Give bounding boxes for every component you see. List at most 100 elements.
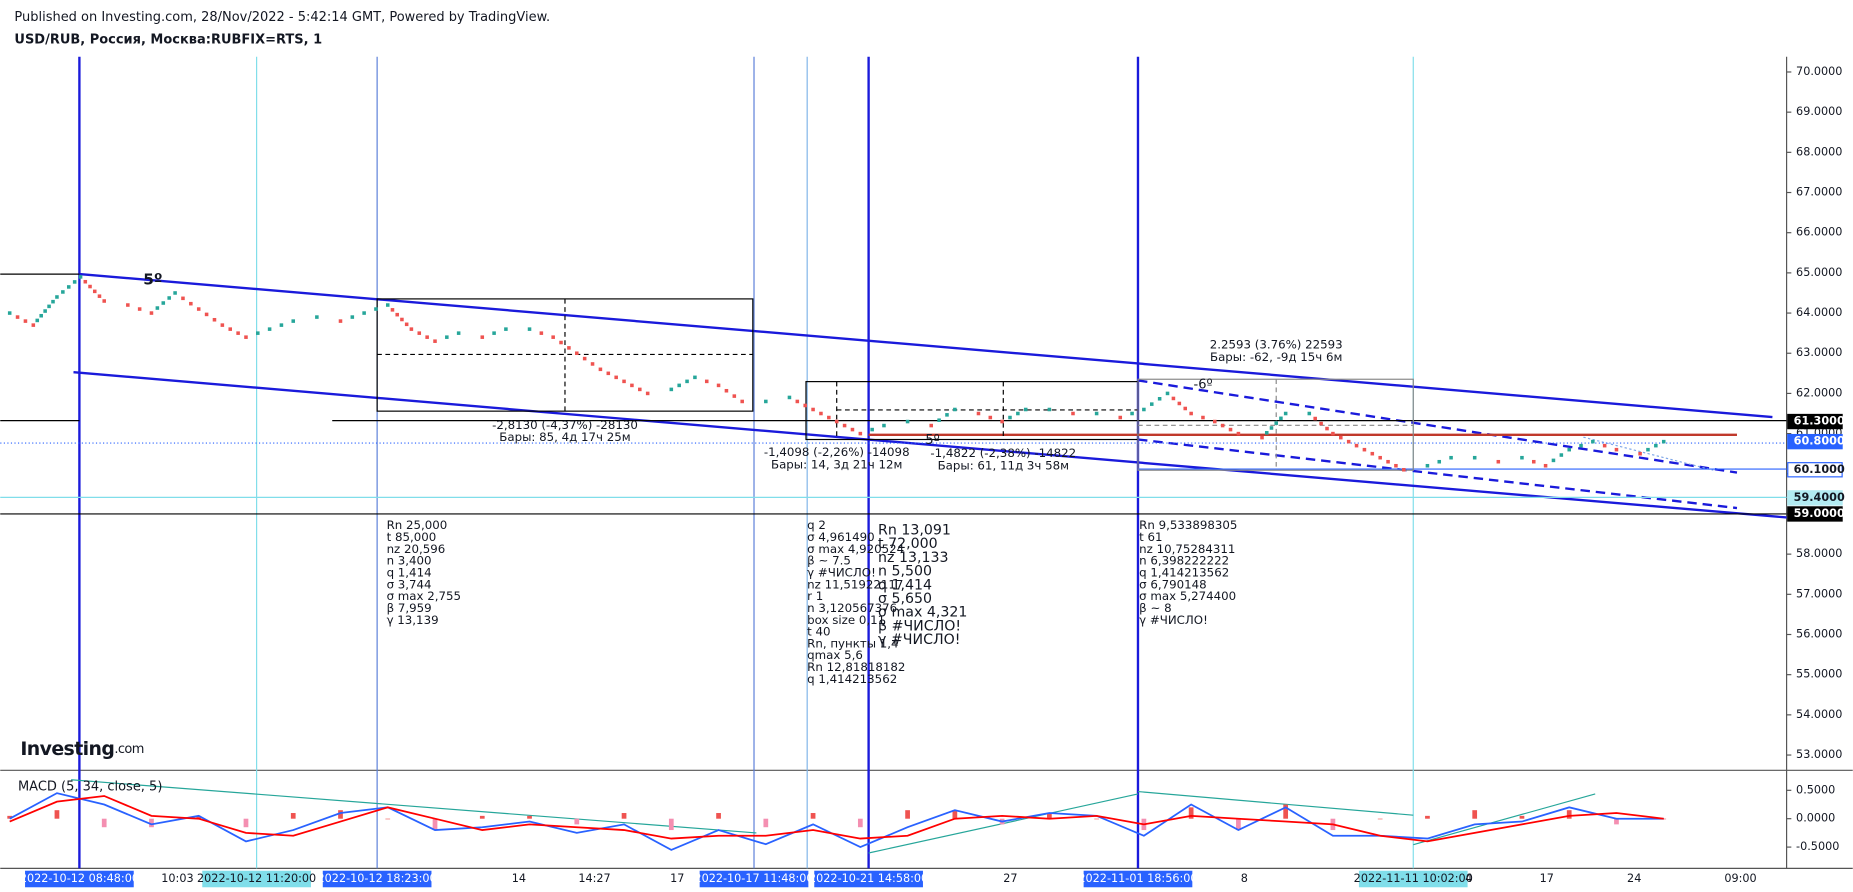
histogram-bar xyxy=(527,815,532,819)
x-label-box xyxy=(202,870,311,888)
histogram-bar xyxy=(1566,810,1572,819)
x-label-box xyxy=(322,870,432,888)
renko-brick xyxy=(1346,439,1351,444)
stats-line: t 72,000 xyxy=(878,536,938,552)
stats-line: Rn 9,533898305 xyxy=(1139,518,1237,532)
stats-line: nz 10,75284311 xyxy=(1139,542,1235,556)
x-tick-label: 2022-10-12 08:48:00 xyxy=(20,872,139,885)
measure-label: -1,4822 (-2,38%) -14822 xyxy=(930,446,1076,460)
histogram-bar xyxy=(621,813,627,819)
histogram-bar xyxy=(479,815,485,819)
renko-brick xyxy=(803,403,807,408)
angle-label: -6º xyxy=(1194,378,1213,393)
renko-brick xyxy=(196,307,201,311)
histogram-bar xyxy=(338,810,343,819)
renko-brick xyxy=(1520,455,1524,460)
angle-label: 5º xyxy=(143,271,162,289)
y-tick-label: 62.0000 xyxy=(1796,386,1842,399)
renko-brick xyxy=(882,423,886,428)
renko-brick xyxy=(267,327,272,331)
renko-brick xyxy=(400,317,404,322)
renko-brick xyxy=(842,423,847,428)
price-label: 59.0000 xyxy=(1794,507,1845,520)
renko-brick xyxy=(1325,426,1329,431)
renko-brick xyxy=(819,411,823,416)
renko-brick xyxy=(15,315,20,319)
renko-brick xyxy=(988,415,993,420)
x-tick-label: 4 xyxy=(1465,872,1472,885)
x-tick-label: 8 xyxy=(1241,872,1248,885)
renko-brick xyxy=(1213,419,1217,424)
x-label-box xyxy=(699,870,809,888)
stats-line: t 85,000 xyxy=(387,530,437,544)
renko-brick xyxy=(716,383,721,388)
renko-brick xyxy=(88,284,92,289)
stats-line: σ 6,790148 xyxy=(1139,577,1207,591)
renko-brick xyxy=(704,379,709,384)
x-tick-label: 2022-10-12 18:23:00 xyxy=(318,872,437,885)
renko-brick xyxy=(732,394,737,398)
histogram-bar xyxy=(1236,818,1241,831)
stats-line: σ 5,650 xyxy=(878,591,932,607)
renko-brick xyxy=(92,289,97,294)
stats-line: n 6,398222222 xyxy=(1139,554,1229,568)
y-tick-label: 0.0000 xyxy=(1796,812,1835,825)
x-label-box xyxy=(1083,870,1193,888)
stats-line: Rn 12,81818182 xyxy=(807,660,905,674)
renko-brick xyxy=(1189,411,1193,416)
renko-brick xyxy=(256,331,260,335)
x-tick-label: 2022-11-01 18:56:00 xyxy=(1078,872,1197,885)
renko-brick xyxy=(724,388,729,393)
macd-trend xyxy=(1137,790,1414,816)
stats-line: σ 4,961490 xyxy=(807,530,875,544)
price-label-box xyxy=(1787,506,1843,522)
renko-brick xyxy=(51,299,55,304)
renko-brick xyxy=(567,346,571,350)
histogram-bar xyxy=(290,813,296,819)
renko-brick xyxy=(1362,447,1367,452)
price-label-box xyxy=(1787,413,1843,430)
renko-brick xyxy=(1394,463,1398,468)
renko-brick xyxy=(638,387,642,392)
renko-brick xyxy=(1130,411,1134,416)
drawings xyxy=(0,56,1787,869)
renko-brick xyxy=(1331,431,1335,436)
renko-brick xyxy=(31,323,36,327)
renko-brick xyxy=(126,303,130,307)
renko-brick xyxy=(1260,435,1264,440)
renko-brick xyxy=(1183,406,1188,411)
y-tick-label: 54.0000 xyxy=(1796,708,1842,721)
renko-brick xyxy=(161,301,166,305)
histogram-bar xyxy=(101,818,107,828)
renko-brick xyxy=(606,371,611,376)
renko-brick xyxy=(630,383,634,388)
histogram-bar xyxy=(574,818,580,825)
symbol-title: USD/RUB, Россия, Москва:RUBFIX=RTS, 1 xyxy=(14,33,322,48)
renko-brick xyxy=(1236,431,1241,436)
x-tick-label: 2022-10-12 11:20:00 xyxy=(197,872,316,885)
renko-brick xyxy=(149,311,154,315)
renko-brick xyxy=(1591,439,1595,444)
renko-brick xyxy=(1023,407,1028,412)
renko-brick xyxy=(425,335,429,339)
renko-brick xyxy=(1016,411,1020,416)
price-label-box xyxy=(1787,433,1843,450)
logo-suffix: .com xyxy=(114,742,144,757)
renko-brick xyxy=(1661,439,1666,444)
stats-line: t 61 xyxy=(1139,530,1162,544)
histogram-bar xyxy=(1094,818,1099,820)
stats-line: σ max 2,755 xyxy=(387,589,461,603)
renko-brick xyxy=(385,303,390,307)
histogram-bar xyxy=(952,810,958,819)
histogram-bar xyxy=(385,818,391,820)
renko-brick xyxy=(72,280,77,284)
renko-brick xyxy=(47,304,51,309)
y-tick-label: 70.0000 xyxy=(1796,65,1842,78)
stats-line: γ #ЧИСЛО! xyxy=(878,632,960,648)
renko-brick xyxy=(1354,443,1359,448)
stats-line: q 2 xyxy=(807,518,826,532)
renko-brick xyxy=(1313,416,1317,421)
renko-brick xyxy=(504,327,508,331)
renko-brick xyxy=(61,290,65,294)
